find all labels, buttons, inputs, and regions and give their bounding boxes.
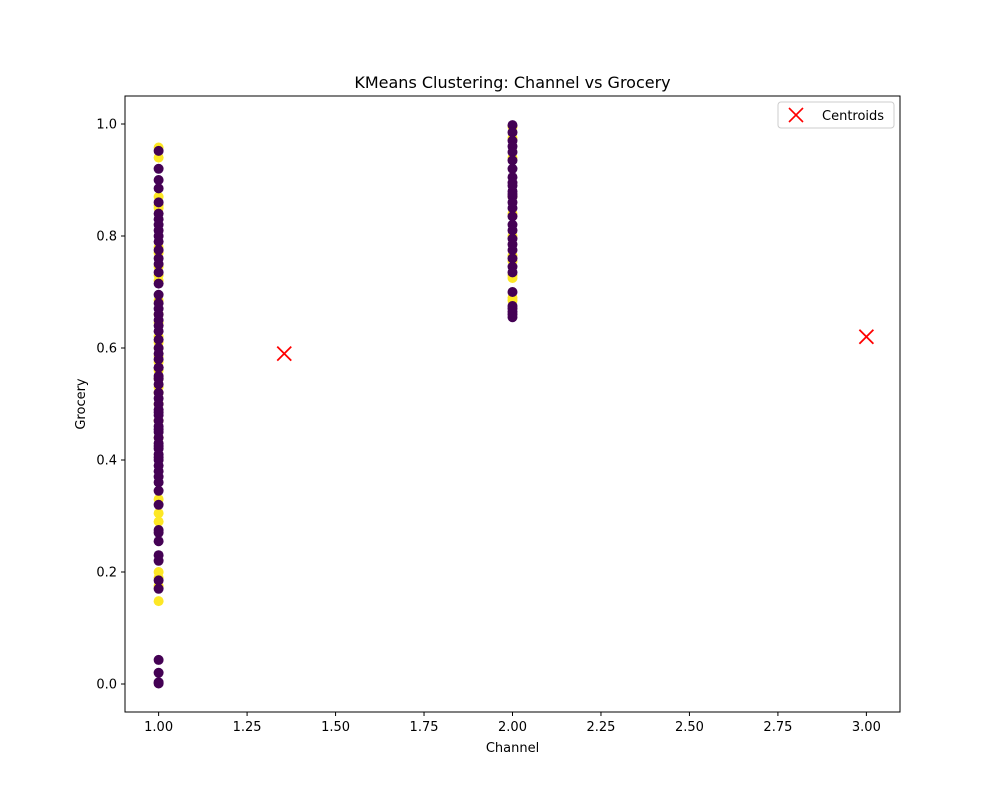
x-tick-label: 1.00 [144, 720, 173, 735]
x-tick-label: 2.75 [763, 720, 792, 735]
cluster-0-point [153, 678, 164, 689]
cluster-0-point [153, 236, 164, 247]
cluster-0-point [507, 245, 518, 255]
cluster-0-point [507, 312, 518, 323]
cluster-0-point [153, 536, 164, 547]
legend: Centroids [777, 101, 895, 129]
y-tick-label: 0.6 [96, 342, 117, 357]
cluster-0-point [153, 555, 164, 566]
x-axis-label: Channel [486, 741, 539, 756]
cluster-1-point [153, 508, 164, 519]
cluster-0-point [153, 326, 164, 337]
cluster-0-point [153, 289, 164, 300]
cluster-0-point [153, 362, 164, 373]
points-layer [153, 120, 518, 689]
cluster-0-point [153, 667, 164, 678]
y-tick-label: 1.0 [96, 118, 117, 133]
y-axis-label: Grocery [74, 378, 89, 430]
x-tick-label: 2.25 [586, 720, 615, 735]
cluster-0-point [153, 145, 164, 156]
cluster-0-point [153, 452, 164, 463]
y-tick-label: 0.8 [96, 230, 117, 245]
cluster-0-point [153, 183, 164, 194]
cluster-0-point [507, 155, 518, 166]
cluster-0-point [153, 267, 164, 278]
cluster-0-point [507, 253, 518, 264]
cluster-0-point [153, 197, 164, 208]
y-tick-label: 0.2 [96, 566, 117, 581]
cluster-0-point [153, 485, 164, 496]
cluster-0-point [507, 211, 518, 222]
cluster-0-point [153, 424, 164, 435]
cluster-0-point [153, 654, 164, 665]
legend-label-centroids: Centroids [822, 109, 884, 124]
cluster-0-point [507, 180, 518, 191]
centroid-marker [858, 329, 875, 345]
cluster-0-point [153, 245, 164, 255]
y-tick-label: 0.0 [96, 678, 117, 693]
x-tick-label: 1.25 [233, 720, 262, 735]
cluster-0-point [153, 373, 164, 384]
cluster-1-point [153, 596, 164, 607]
cluster-0-point [507, 225, 518, 236]
cluster-0-point [153, 259, 164, 269]
cluster-0-point [153, 527, 164, 538]
cluster-0-point [507, 287, 518, 297]
y-axis-ticks: 0.0 0.2 0.4 0.6 0.8 1.0 [96, 118, 125, 693]
chart-title: KMeans Clustering: Channel vs Grocery [354, 73, 670, 92]
cluster-0-point [507, 120, 518, 131]
cluster-0-point [153, 477, 164, 488]
cluster-0-point [153, 575, 164, 586]
cluster-0-point [153, 583, 164, 594]
x-tick-label: 2.50 [675, 720, 704, 735]
cluster-0-point [153, 499, 164, 510]
legend-box [777, 101, 895, 129]
cluster-1-point [153, 516, 164, 527]
cluster-0-point [507, 127, 518, 138]
cluster-0-point [153, 354, 164, 365]
centroid-marker [276, 345, 292, 362]
x-axis-ticks: 1.00 1.25 1.50 1.75 2.00 2.25 2.50 2.75 3.00 [144, 712, 881, 735]
x-tick-label: 1.75 [410, 720, 439, 735]
cluster-0-point [153, 163, 164, 174]
centroid-layer [276, 329, 875, 362]
x-tick-label: 3.00 [852, 720, 881, 735]
cluster-0-point [507, 267, 518, 278]
y-tick-label: 0.4 [96, 454, 117, 469]
cluster-0-point [507, 189, 518, 199]
cluster-0-point [153, 278, 164, 289]
cluster-0-point [507, 163, 518, 174]
x-tick-label: 1.50 [321, 720, 350, 735]
cluster-0-point [153, 441, 164, 451]
cluster-0-point [153, 334, 164, 345]
cluster-0-point [153, 407, 164, 418]
x-tick-label: 2.00 [498, 720, 527, 735]
legend-centroid-marker [788, 107, 804, 123]
cluster-0-point [153, 175, 164, 185]
cluster-0-point [507, 203, 518, 213]
cluster-0-point [507, 147, 518, 157]
